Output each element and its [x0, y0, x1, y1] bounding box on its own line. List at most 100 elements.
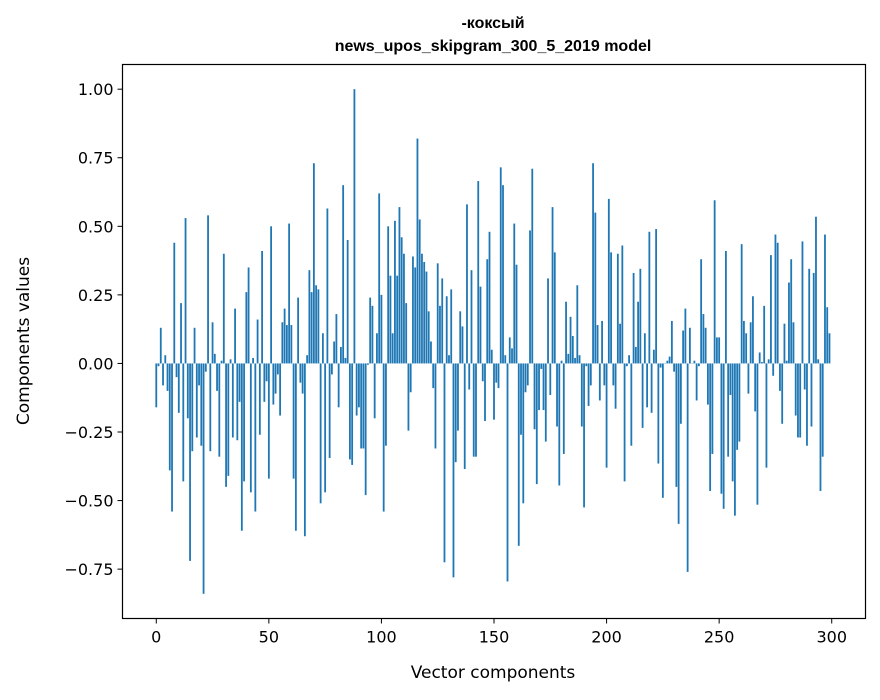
- bar-273: [770, 255, 772, 363]
- bar-69: [311, 292, 313, 363]
- y-axis-label: Components values: [14, 257, 34, 425]
- bar-113: [410, 363, 412, 392]
- bar-211: [630, 363, 632, 445]
- bar-215: [639, 269, 641, 364]
- bar-196: [597, 325, 599, 363]
- bar-61: [293, 363, 295, 478]
- bar-190: [583, 363, 585, 507]
- bar-144: [480, 287, 482, 364]
- bar-236: [687, 363, 689, 571]
- bar-139: [468, 363, 470, 389]
- bar-263: [748, 363, 750, 393]
- bar-120: [426, 272, 428, 364]
- bar-14: [187, 363, 189, 418]
- bar-37: [239, 363, 241, 401]
- bar-93: [365, 363, 367, 495]
- bar-169: [536, 363, 538, 484]
- bar-287: [802, 241, 804, 363]
- bar-82: [340, 347, 342, 363]
- bar-297: [824, 235, 826, 364]
- bar-192: [588, 363, 590, 406]
- bar-207: [621, 246, 623, 364]
- bar-102: [385, 363, 387, 445]
- bar-205: [617, 254, 619, 364]
- bar-288: [804, 363, 806, 389]
- bar-29: [221, 361, 223, 364]
- bar-295: [820, 363, 822, 491]
- bar-168: [534, 363, 536, 429]
- bar-27: [216, 363, 218, 390]
- bar-21: [203, 363, 205, 593]
- bar-234: [682, 331, 684, 364]
- bar-217: [644, 333, 646, 363]
- bar-183: [567, 354, 569, 364]
- chart-subtitle: news_upos_skipgram_300_5_2019 model: [335, 38, 652, 55]
- bar-153: [500, 167, 502, 363]
- bar-145: [482, 363, 484, 381]
- bar-146: [484, 363, 486, 421]
- bar-31: [225, 363, 227, 486]
- bar-208: [624, 363, 626, 481]
- bar-178: [556, 363, 558, 426]
- bar-147: [486, 259, 488, 363]
- bar-266: [754, 363, 756, 411]
- bar-42: [250, 363, 252, 492]
- x-tick-label: 150: [479, 628, 510, 647]
- bar-279: [784, 324, 786, 364]
- bar-274: [772, 363, 774, 375]
- bar-24: [209, 363, 211, 451]
- bar-294: [817, 359, 819, 363]
- bar-122: [430, 342, 432, 364]
- bar-49: [266, 363, 268, 381]
- bar-74: [322, 333, 324, 363]
- bar-242: [700, 259, 702, 363]
- bar-79: [333, 342, 335, 364]
- bar-72: [317, 289, 319, 363]
- bar-222: [655, 229, 657, 363]
- bar-229: [671, 321, 673, 364]
- bar-11: [180, 303, 182, 363]
- bar-160: [516, 265, 518, 364]
- bar-185: [572, 336, 574, 363]
- bar-283: [793, 322, 795, 363]
- bar-123: [432, 363, 434, 388]
- bar-281: [788, 283, 790, 364]
- bar-133: [455, 363, 457, 462]
- chart-title: -коксый: [461, 15, 524, 32]
- bar-121: [428, 311, 430, 363]
- y-tick-label: 0.50: [78, 217, 114, 236]
- bar-52: [272, 363, 274, 404]
- bar-32: [227, 363, 229, 475]
- bar-223: [657, 363, 659, 463]
- x-tick-label: 0: [151, 628, 161, 647]
- bar-277: [779, 363, 781, 390]
- bar-129: [446, 296, 448, 363]
- bar-10: [178, 363, 180, 412]
- bar-262: [745, 333, 747, 363]
- bar-98: [376, 333, 378, 363]
- bar-143: [477, 181, 479, 363]
- bar-285: [797, 363, 799, 437]
- bar-267: [757, 363, 759, 504]
- bar-141: [473, 363, 475, 456]
- bar-55: [279, 363, 281, 415]
- bar-128: [444, 363, 446, 562]
- bar-97: [374, 363, 376, 418]
- bar-103: [387, 226, 389, 363]
- bar-60: [290, 325, 292, 363]
- bar-198: [601, 321, 603, 364]
- bar-140: [471, 270, 473, 363]
- bar-8: [173, 243, 175, 364]
- bar-291: [811, 363, 813, 426]
- bar-112: [408, 363, 410, 430]
- bar-209: [626, 363, 628, 366]
- bar-125: [437, 263, 439, 363]
- bar-184: [570, 317, 572, 364]
- bar-63: [297, 298, 299, 364]
- bar-212: [633, 273, 635, 364]
- bar-116: [417, 139, 419, 364]
- bar-58: [286, 325, 288, 363]
- bar-247: [711, 363, 713, 454]
- bar-36: [236, 363, 238, 440]
